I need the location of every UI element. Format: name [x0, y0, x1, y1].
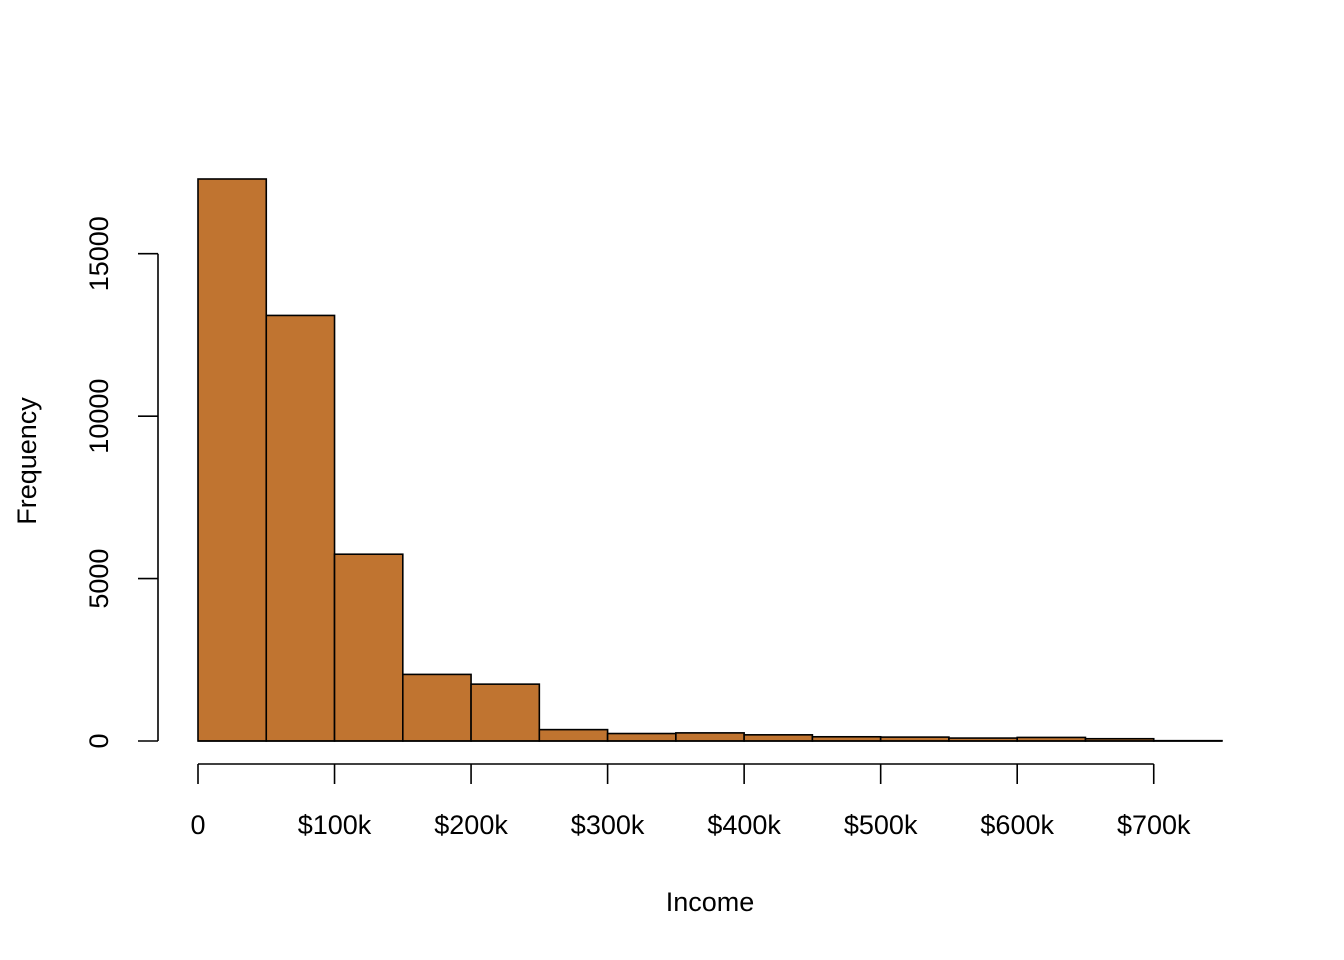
- y-tick-label-3: 15000: [84, 216, 114, 291]
- x-tick-label-4: $400k: [707, 810, 781, 840]
- histogram-bar-0: [197, 178, 268, 742]
- x-axis-ticks: 0 $100k $200k $300k $400k $500k $600k $700k: [190, 764, 1191, 840]
- histogram-bar-8: [743, 734, 814, 742]
- x-tick-label-6: $600k: [980, 810, 1054, 840]
- x-tick-label-5: $500k: [844, 810, 918, 840]
- x-axis-label: Income: [666, 887, 755, 917]
- histogram-bar-2: [333, 553, 404, 742]
- y-axis-ticks: 0 5000 10000 15000: [84, 216, 158, 749]
- histogram-bars: [197, 178, 1223, 742]
- histogram-bar-3: [401, 673, 472, 742]
- x-tick-label-1: $100k: [298, 810, 372, 840]
- y-tick-label-2: 10000: [84, 379, 114, 454]
- histogram-bar-1: [265, 314, 336, 742]
- histogram-bar-5: [538, 728, 609, 742]
- histogram-bar-6: [606, 732, 677, 742]
- y-axis: 0 5000 10000 15000: [84, 216, 159, 749]
- histogram-bar-4: [470, 683, 541, 742]
- x-tick-label-3: $300k: [571, 810, 645, 840]
- x-tick-label-0: 0: [190, 810, 205, 840]
- y-tick-label-1: 5000: [84, 549, 114, 609]
- x-axis: 0 $100k $200k $300k $400k $500k $600k $700k: [190, 763, 1191, 840]
- y-tick-label-0: 0: [84, 733, 114, 748]
- histogram-bar-7: [675, 732, 745, 742]
- y-axis-label: Frequency: [12, 397, 42, 525]
- x-tick-label-7: $700k: [1117, 810, 1191, 840]
- x-tick-label-2: $200k: [434, 810, 508, 840]
